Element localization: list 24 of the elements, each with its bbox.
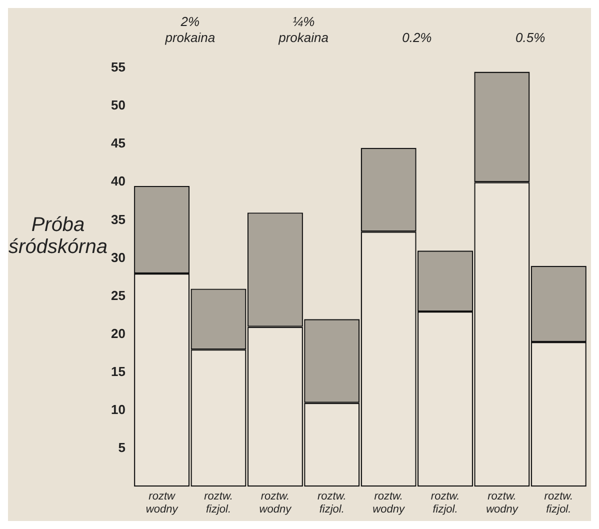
x-tick-label: roztw. fizjol. bbox=[318, 490, 346, 516]
x-tick-label: roztw. wodny bbox=[259, 490, 293, 516]
y-tick-label: 45 bbox=[110, 136, 126, 151]
text: 0.2% bbox=[402, 30, 432, 45]
text: ¼% prokaina bbox=[278, 14, 328, 45]
x-tick-label: roztw. wodny bbox=[372, 490, 406, 516]
x-tick-label: roztw wodny bbox=[146, 490, 180, 516]
y-tick-label: 15 bbox=[110, 364, 126, 380]
y-tick-label: 40 bbox=[110, 174, 126, 189]
y-tick-label: 30 bbox=[110, 250, 126, 265]
text: 2% prokaina bbox=[164, 14, 216, 45]
y-axis-title: Próba śródskórna bbox=[8, 214, 108, 258]
x-tick-label: roztw. fizjol. bbox=[430, 490, 460, 516]
y-tick-label: 55 bbox=[110, 60, 126, 75]
y-tick-label: 10 bbox=[110, 402, 126, 418]
y-tick-label: 20 bbox=[110, 326, 126, 341]
y-tick-label: 35 bbox=[110, 212, 126, 227]
text: 0.5% bbox=[515, 30, 546, 45]
y-tick-label: 5 bbox=[118, 440, 126, 456]
x-tick-label: roztw. fizjol. bbox=[204, 490, 233, 516]
x-tick-label: roztw. wodny bbox=[486, 490, 520, 516]
y-tick-label: 50 bbox=[110, 98, 126, 113]
x-tick-label: roztw. fizjol. bbox=[544, 490, 574, 516]
y-tick-label: 25 bbox=[110, 288, 126, 303]
